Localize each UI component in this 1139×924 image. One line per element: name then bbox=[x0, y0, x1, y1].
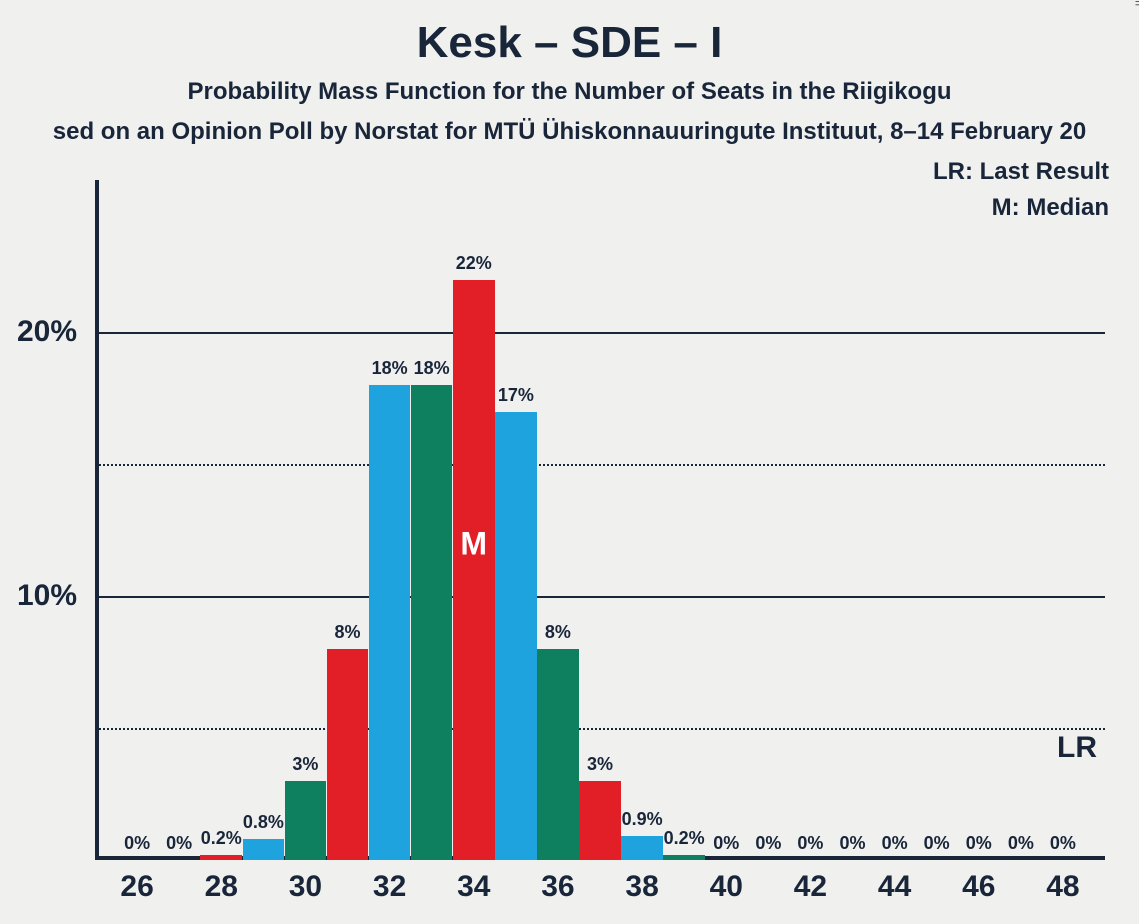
bar-value-label: 17% bbox=[498, 385, 534, 406]
y-tick-label: 10% bbox=[17, 579, 77, 613]
legend-median: M: Median bbox=[992, 194, 1109, 222]
bar-value-label: 0% bbox=[924, 833, 950, 854]
x-tick-label: 38 bbox=[625, 870, 658, 904]
x-tick-label: 40 bbox=[710, 870, 743, 904]
bar-value-label: 0% bbox=[166, 833, 192, 854]
copyright-text: © 2022 Filip van Laenen bbox=[1133, 0, 1139, 6]
bar bbox=[369, 385, 411, 860]
bar-value-label: 22% bbox=[456, 253, 492, 274]
bar-value-label: 0% bbox=[1050, 833, 1076, 854]
gridline-minor bbox=[95, 464, 1105, 466]
x-tick-label: 48 bbox=[1046, 870, 1079, 904]
x-tick-label: 26 bbox=[120, 870, 153, 904]
gridline-major bbox=[95, 596, 1105, 598]
gridline-minor bbox=[95, 728, 1105, 730]
y-axis-line bbox=[95, 180, 99, 860]
x-tick-label: 34 bbox=[457, 870, 490, 904]
bar-value-label: 18% bbox=[414, 358, 450, 379]
x-tick-label: 36 bbox=[541, 870, 574, 904]
x-tick-label: 32 bbox=[373, 870, 406, 904]
bar-value-label: 0% bbox=[839, 833, 865, 854]
x-tick-label: 44 bbox=[878, 870, 911, 904]
chart-container: Kesk – SDE – I Probability Mass Function… bbox=[0, 0, 1139, 924]
bar bbox=[495, 412, 537, 861]
y-tick-label: 20% bbox=[17, 315, 77, 349]
bar-value-label: 0.8% bbox=[243, 812, 284, 833]
bar bbox=[200, 855, 242, 860]
bar-value-label: 0% bbox=[1008, 833, 1034, 854]
bar-value-label: 0.2% bbox=[201, 828, 242, 849]
x-tick-label: 30 bbox=[289, 870, 322, 904]
bar bbox=[621, 836, 663, 860]
bar-value-label: 0% bbox=[797, 833, 823, 854]
bar bbox=[243, 839, 285, 860]
median-marker: M bbox=[460, 526, 487, 563]
x-tick-label: 42 bbox=[794, 870, 827, 904]
gridline-major bbox=[95, 332, 1105, 334]
bar bbox=[453, 280, 495, 860]
bar bbox=[411, 385, 453, 860]
bar-value-label: 0% bbox=[966, 833, 992, 854]
x-tick-label: 28 bbox=[205, 870, 238, 904]
bar-value-label: 8% bbox=[545, 622, 571, 643]
bar-value-label: 8% bbox=[334, 622, 360, 643]
bar bbox=[579, 781, 621, 860]
bar-value-label: 0.9% bbox=[622, 809, 663, 830]
last-result-marker: LR bbox=[1057, 731, 1097, 765]
bar bbox=[285, 781, 327, 860]
plot-area: 10%20%2628303234363840424446480%0%0.2%0.… bbox=[95, 240, 1105, 860]
legend-last-result: LR: Last Result bbox=[933, 158, 1109, 186]
bar bbox=[663, 855, 705, 860]
bar-value-label: 0% bbox=[755, 833, 781, 854]
bar bbox=[327, 649, 369, 860]
chart-subtitle: Probability Mass Function for the Number… bbox=[0, 78, 1139, 106]
chart-title: Kesk – SDE – I bbox=[0, 18, 1139, 68]
bar-value-label: 3% bbox=[292, 754, 318, 775]
bar-value-label: 0.2% bbox=[664, 828, 705, 849]
x-tick-label: 46 bbox=[962, 870, 995, 904]
chart-source: sed on an Opinion Poll by Norstat for MT… bbox=[0, 118, 1139, 146]
bar-value-label: 0% bbox=[882, 833, 908, 854]
bar-value-label: 0% bbox=[713, 833, 739, 854]
bar-value-label: 0% bbox=[124, 833, 150, 854]
bar-value-label: 3% bbox=[587, 754, 613, 775]
bar-value-label: 18% bbox=[372, 358, 408, 379]
bar bbox=[537, 649, 579, 860]
